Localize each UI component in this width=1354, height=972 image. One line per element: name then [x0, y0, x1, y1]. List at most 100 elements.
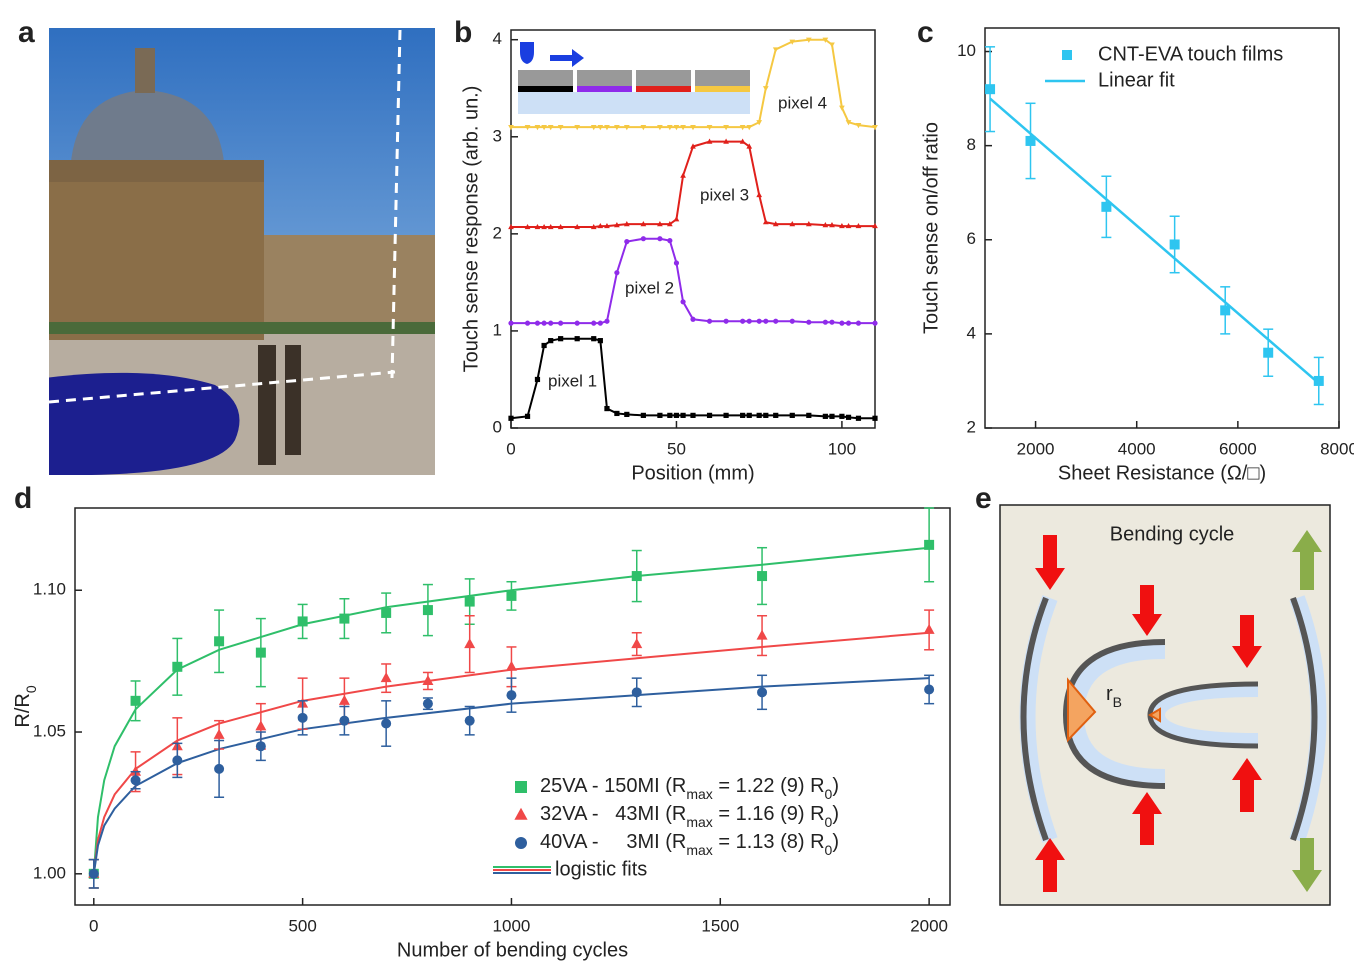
marker [822, 37, 829, 43]
marker [872, 320, 878, 326]
y-tick-label: 2 [493, 223, 502, 242]
x-tick-label: 2000 [910, 916, 948, 935]
marker [756, 318, 762, 324]
marker [855, 415, 862, 421]
marker [541, 342, 547, 349]
marker [806, 319, 812, 325]
legend-label-part: 0 [825, 842, 833, 858]
photo [49, 28, 435, 475]
marker [762, 86, 769, 92]
x-axis-label: Number of bending cycles [397, 939, 628, 961]
marker [547, 124, 554, 131]
marker [422, 605, 433, 616]
marker [557, 223, 564, 230]
marker [604, 124, 610, 131]
marker [872, 222, 878, 229]
marker [591, 320, 597, 326]
dashed-line [49, 370, 396, 404]
series-label: pixel 1 [548, 371, 597, 390]
marker [657, 412, 663, 418]
diagram: Bending cycle rB [999, 504, 1331, 906]
legend-label-part: = 1.16 (9) R [713, 803, 825, 825]
marker [746, 412, 752, 418]
marker [1062, 50, 1072, 60]
marker [506, 690, 517, 701]
x-axis-label: Position (mm) [631, 462, 754, 484]
marker [690, 143, 696, 149]
legend-label: 25VA - 150MI (Rmax = 1.22 (9) R0) [540, 775, 839, 801]
legend-label-part: = 1.22 (9) R [713, 775, 825, 797]
marker [746, 124, 753, 131]
marker [631, 687, 642, 698]
marker [508, 223, 514, 230]
marker [772, 221, 779, 227]
radius-wedge [1067, 677, 1097, 743]
marker [515, 781, 527, 793]
marker [806, 412, 812, 418]
marker [506, 590, 517, 601]
marker [673, 412, 680, 418]
electrode [518, 70, 573, 86]
legend-label: CNT-EVA touch films [1098, 43, 1283, 65]
marker [574, 124, 581, 131]
marker [723, 138, 729, 144]
marker [574, 336, 580, 342]
y-axis-label-part: R/R [12, 693, 34, 727]
marker [690, 316, 696, 322]
marker [631, 638, 643, 649]
marker [680, 124, 686, 131]
legend-label-part: ) [832, 831, 839, 853]
marker [640, 412, 646, 418]
marker [524, 223, 531, 230]
legend-label-part: ) [832, 775, 839, 797]
x-tick-label: 1500 [701, 916, 739, 935]
y-axis-label-part: 0 [23, 685, 39, 693]
y-tick-label: 6 [967, 229, 976, 248]
marker [924, 684, 935, 695]
legend-label-part: max [686, 842, 712, 858]
marker [756, 120, 763, 126]
marker [763, 412, 769, 418]
x-tick-label: 0 [506, 439, 515, 458]
y-tick-label: 2 [967, 417, 976, 436]
lantern [135, 48, 155, 93]
panel-label: e [975, 482, 992, 515]
marker [338, 694, 350, 705]
finger-icon [520, 42, 534, 64]
marker [1101, 201, 1112, 212]
marker [130, 775, 141, 786]
marker [789, 412, 795, 418]
marker [574, 320, 580, 326]
marker [557, 124, 564, 131]
marker [534, 376, 541, 383]
marker [763, 318, 769, 324]
marker [339, 613, 350, 624]
marker [667, 412, 673, 418]
film [1290, 596, 1318, 841]
marker [380, 672, 392, 683]
film [1019, 595, 1058, 843]
x-tick-label: 2000 [1017, 439, 1055, 458]
marker [172, 661, 183, 672]
series-label: pixel 2 [625, 278, 674, 297]
marker [464, 638, 476, 649]
marker [255, 647, 266, 658]
marker [623, 124, 630, 131]
marker [680, 172, 686, 178]
series-label: pixel 4 [778, 93, 827, 112]
y-axis-label: Touch sense response (arb. un.) [460, 86, 482, 373]
legend-label-part: max [686, 786, 712, 802]
marker [604, 318, 610, 324]
y-tick-label: 1 [493, 320, 502, 339]
marker [534, 320, 541, 326]
marker [839, 413, 845, 419]
marker [746, 318, 752, 324]
marker [524, 124, 531, 131]
marker [130, 695, 141, 706]
electrode [577, 70, 632, 86]
panel-label: a [18, 16, 35, 49]
marker [923, 623, 935, 634]
marker [623, 221, 630, 227]
marker [845, 120, 852, 126]
marker [839, 320, 845, 326]
